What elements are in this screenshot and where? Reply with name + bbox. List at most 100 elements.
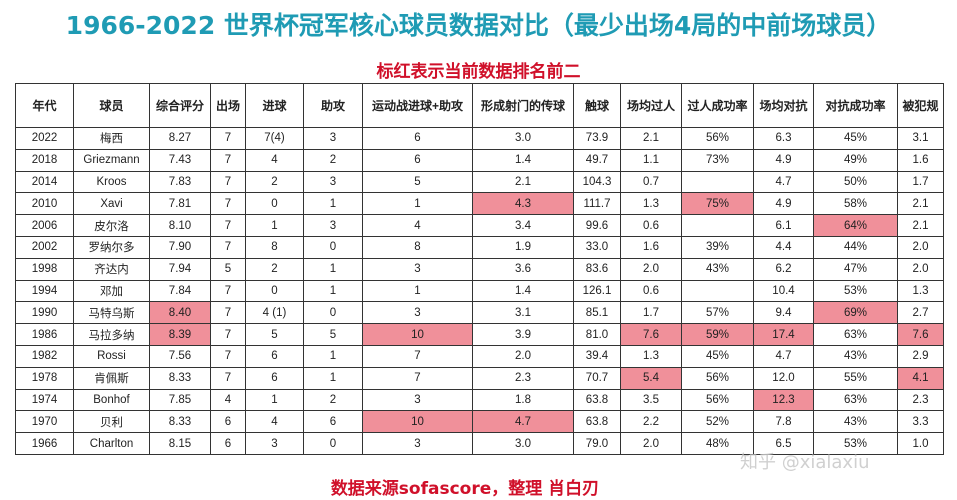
table-cell: 2018 bbox=[15, 148, 74, 172]
table-cell: 4.7 bbox=[753, 170, 814, 194]
column-header: 场均对抗 bbox=[753, 83, 814, 128]
table-cell: 33.0 bbox=[573, 235, 621, 259]
table-cell: 1974 bbox=[15, 388, 74, 412]
table-cell: 6 bbox=[362, 148, 473, 172]
table-cell: 齐达内 bbox=[73, 257, 150, 281]
table-cell: 1.1 bbox=[620, 148, 682, 172]
column-header: 场均过人 bbox=[620, 83, 682, 128]
table-cell: 2.1 bbox=[897, 214, 944, 237]
column-header: 被犯规 bbox=[897, 83, 944, 128]
table-cell: Bonhof bbox=[73, 388, 150, 412]
player-stats-table: 年代 球员 综合评分 出场 进球 助攻 运动战进球+助攻 形成射门的传球 触球 场均过人 过人成功率… bbox=[15, 83, 944, 455]
header-row: 年代 球员 综合评分 出场 进球 助攻 运动战进球+助攻 形成射门的传球 触球 场均过人 过人成功率… bbox=[15, 83, 944, 128]
table-cell: 3.1 bbox=[472, 301, 574, 325]
table-cell: 7 bbox=[362, 366, 473, 390]
table-cell bbox=[681, 170, 754, 194]
table-cell: 47% bbox=[813, 257, 898, 281]
table-cell: 1.6 bbox=[897, 148, 944, 172]
table-cell: 70.7 bbox=[573, 366, 621, 390]
table-cell: 7.90 bbox=[149, 235, 211, 259]
table-cell: 1.8 bbox=[472, 388, 574, 412]
table-cell: 2.0 bbox=[472, 344, 574, 368]
table-cell: 49.7 bbox=[573, 148, 621, 172]
column-header: 助攻 bbox=[303, 83, 363, 128]
table-row: 2018 Griezmann 7.43 7 4 2 6 1.4 49.7 1.1 73% 4.9 49%… bbox=[15, 148, 944, 172]
table-cell: 2.7 bbox=[897, 301, 944, 325]
table-cell: 1 bbox=[303, 279, 363, 303]
table-cell: 1 bbox=[303, 344, 363, 368]
table-cell: 53% bbox=[813, 279, 898, 303]
table-cell: 1.0 bbox=[897, 432, 944, 455]
table-cell: 7 bbox=[210, 344, 246, 368]
table-cell: 39.4 bbox=[573, 344, 621, 368]
table-cell: 56% bbox=[681, 388, 754, 412]
table-cell: 3 bbox=[362, 301, 473, 325]
table-cell: 4 bbox=[245, 148, 304, 172]
table-cell: 2 bbox=[245, 257, 304, 281]
table-cell: 2010 bbox=[15, 192, 74, 216]
table-row: 2014 Kroos 7.83 7 2 3 5 2.1 104.3 0.7 4.7 50% 1.7 bbox=[15, 170, 944, 194]
table-row: 2022 梅西 8.27 7 7(4) 3 6 3.0 73.9 2.1 56% 6.3 45% 3.1 bbox=[15, 127, 944, 150]
table-cell: 8.39 bbox=[149, 323, 211, 346]
table-cell: 3.4 bbox=[472, 214, 574, 237]
table-cell: 111.7 bbox=[573, 192, 621, 216]
table-cell: 4.7 bbox=[753, 344, 814, 368]
table-row: 1974 Bonhof 7.85 4 1 2 3 1.8 63.8 3.5 56% 12.3 63% 2.… bbox=[15, 388, 944, 412]
table-cell: 4.1 bbox=[897, 366, 944, 390]
table-cell: 17.4 bbox=[753, 323, 814, 346]
table-cell: 3.3 bbox=[897, 410, 944, 434]
table-row: 1994 邓加 7.84 7 0 1 1 1.4 126.1 0.6 10.4 53% 1.3 bbox=[15, 279, 944, 303]
table-cell: 4 bbox=[245, 410, 304, 434]
column-header: 对抗成功率 bbox=[813, 83, 898, 128]
table-cell: 59% bbox=[681, 323, 754, 346]
table-cell: 8.15 bbox=[149, 432, 211, 455]
table-cell: 2 bbox=[245, 170, 304, 194]
table-cell: 1.4 bbox=[472, 148, 574, 172]
table-cell: 7 bbox=[210, 301, 246, 325]
table-cell: 7 bbox=[210, 235, 246, 259]
table-cell: 69% bbox=[813, 301, 898, 325]
table-cell: 7(4) bbox=[245, 127, 304, 150]
table-cell: 43% bbox=[813, 344, 898, 368]
table-cell: 6 bbox=[245, 366, 304, 390]
table-cell: 7 bbox=[210, 192, 246, 216]
table-cell: 7.8 bbox=[753, 410, 814, 434]
table-cell: 99.6 bbox=[573, 214, 621, 237]
column-header: 出场 bbox=[210, 83, 246, 128]
table-cell: 85.1 bbox=[573, 301, 621, 325]
table-cell: 75% bbox=[681, 192, 754, 216]
table-cell: 4.4 bbox=[753, 235, 814, 259]
table-cell: 2.0 bbox=[897, 235, 944, 259]
table-cell: 3 bbox=[303, 170, 363, 194]
table-cell: 7 bbox=[210, 170, 246, 194]
table-cell: 0 bbox=[245, 192, 304, 216]
table-cell: 1966 bbox=[15, 432, 74, 455]
table-cell: 7 bbox=[210, 323, 246, 346]
table-cell: 3.1 bbox=[897, 127, 944, 150]
table-row: 1966 Charlton 8.15 6 3 0 3 3.0 79.0 2.0 48% 6.5 53% 1… bbox=[15, 432, 944, 455]
table-cell: 4 bbox=[210, 388, 246, 412]
table-cell: 5 bbox=[362, 170, 473, 194]
table-cell: 8.40 bbox=[149, 301, 211, 325]
table-cell: 8 bbox=[245, 235, 304, 259]
table-cell: 73.9 bbox=[573, 127, 621, 150]
table-row: 1986 马拉多纳 8.39 7 5 5 10 3.9 81.0 7.6 59% 17.4 63% 7.6 bbox=[15, 323, 944, 346]
table-cell: Xavi bbox=[73, 192, 150, 216]
table-cell: 1.3 bbox=[620, 192, 682, 216]
table-cell: 2 bbox=[303, 388, 363, 412]
table-cell: 0 bbox=[245, 279, 304, 303]
table-cell: 3 bbox=[362, 388, 473, 412]
table-cell: 44% bbox=[813, 235, 898, 259]
table-cell: 6 bbox=[362, 127, 473, 150]
table-cell: 58% bbox=[813, 192, 898, 216]
table-cell: 2.1 bbox=[897, 192, 944, 216]
table-cell: 6.5 bbox=[753, 432, 814, 455]
table-cell: 6.2 bbox=[753, 257, 814, 281]
table-cell: 1.7 bbox=[620, 301, 682, 325]
table-cell: 3 bbox=[303, 127, 363, 150]
table-cell: 8 bbox=[362, 235, 473, 259]
column-header: 过人成功率 bbox=[681, 83, 754, 128]
table-cell: 64% bbox=[813, 214, 898, 237]
table-cell: 7.81 bbox=[149, 192, 211, 216]
table-cell: 皮尔洛 bbox=[73, 214, 150, 237]
